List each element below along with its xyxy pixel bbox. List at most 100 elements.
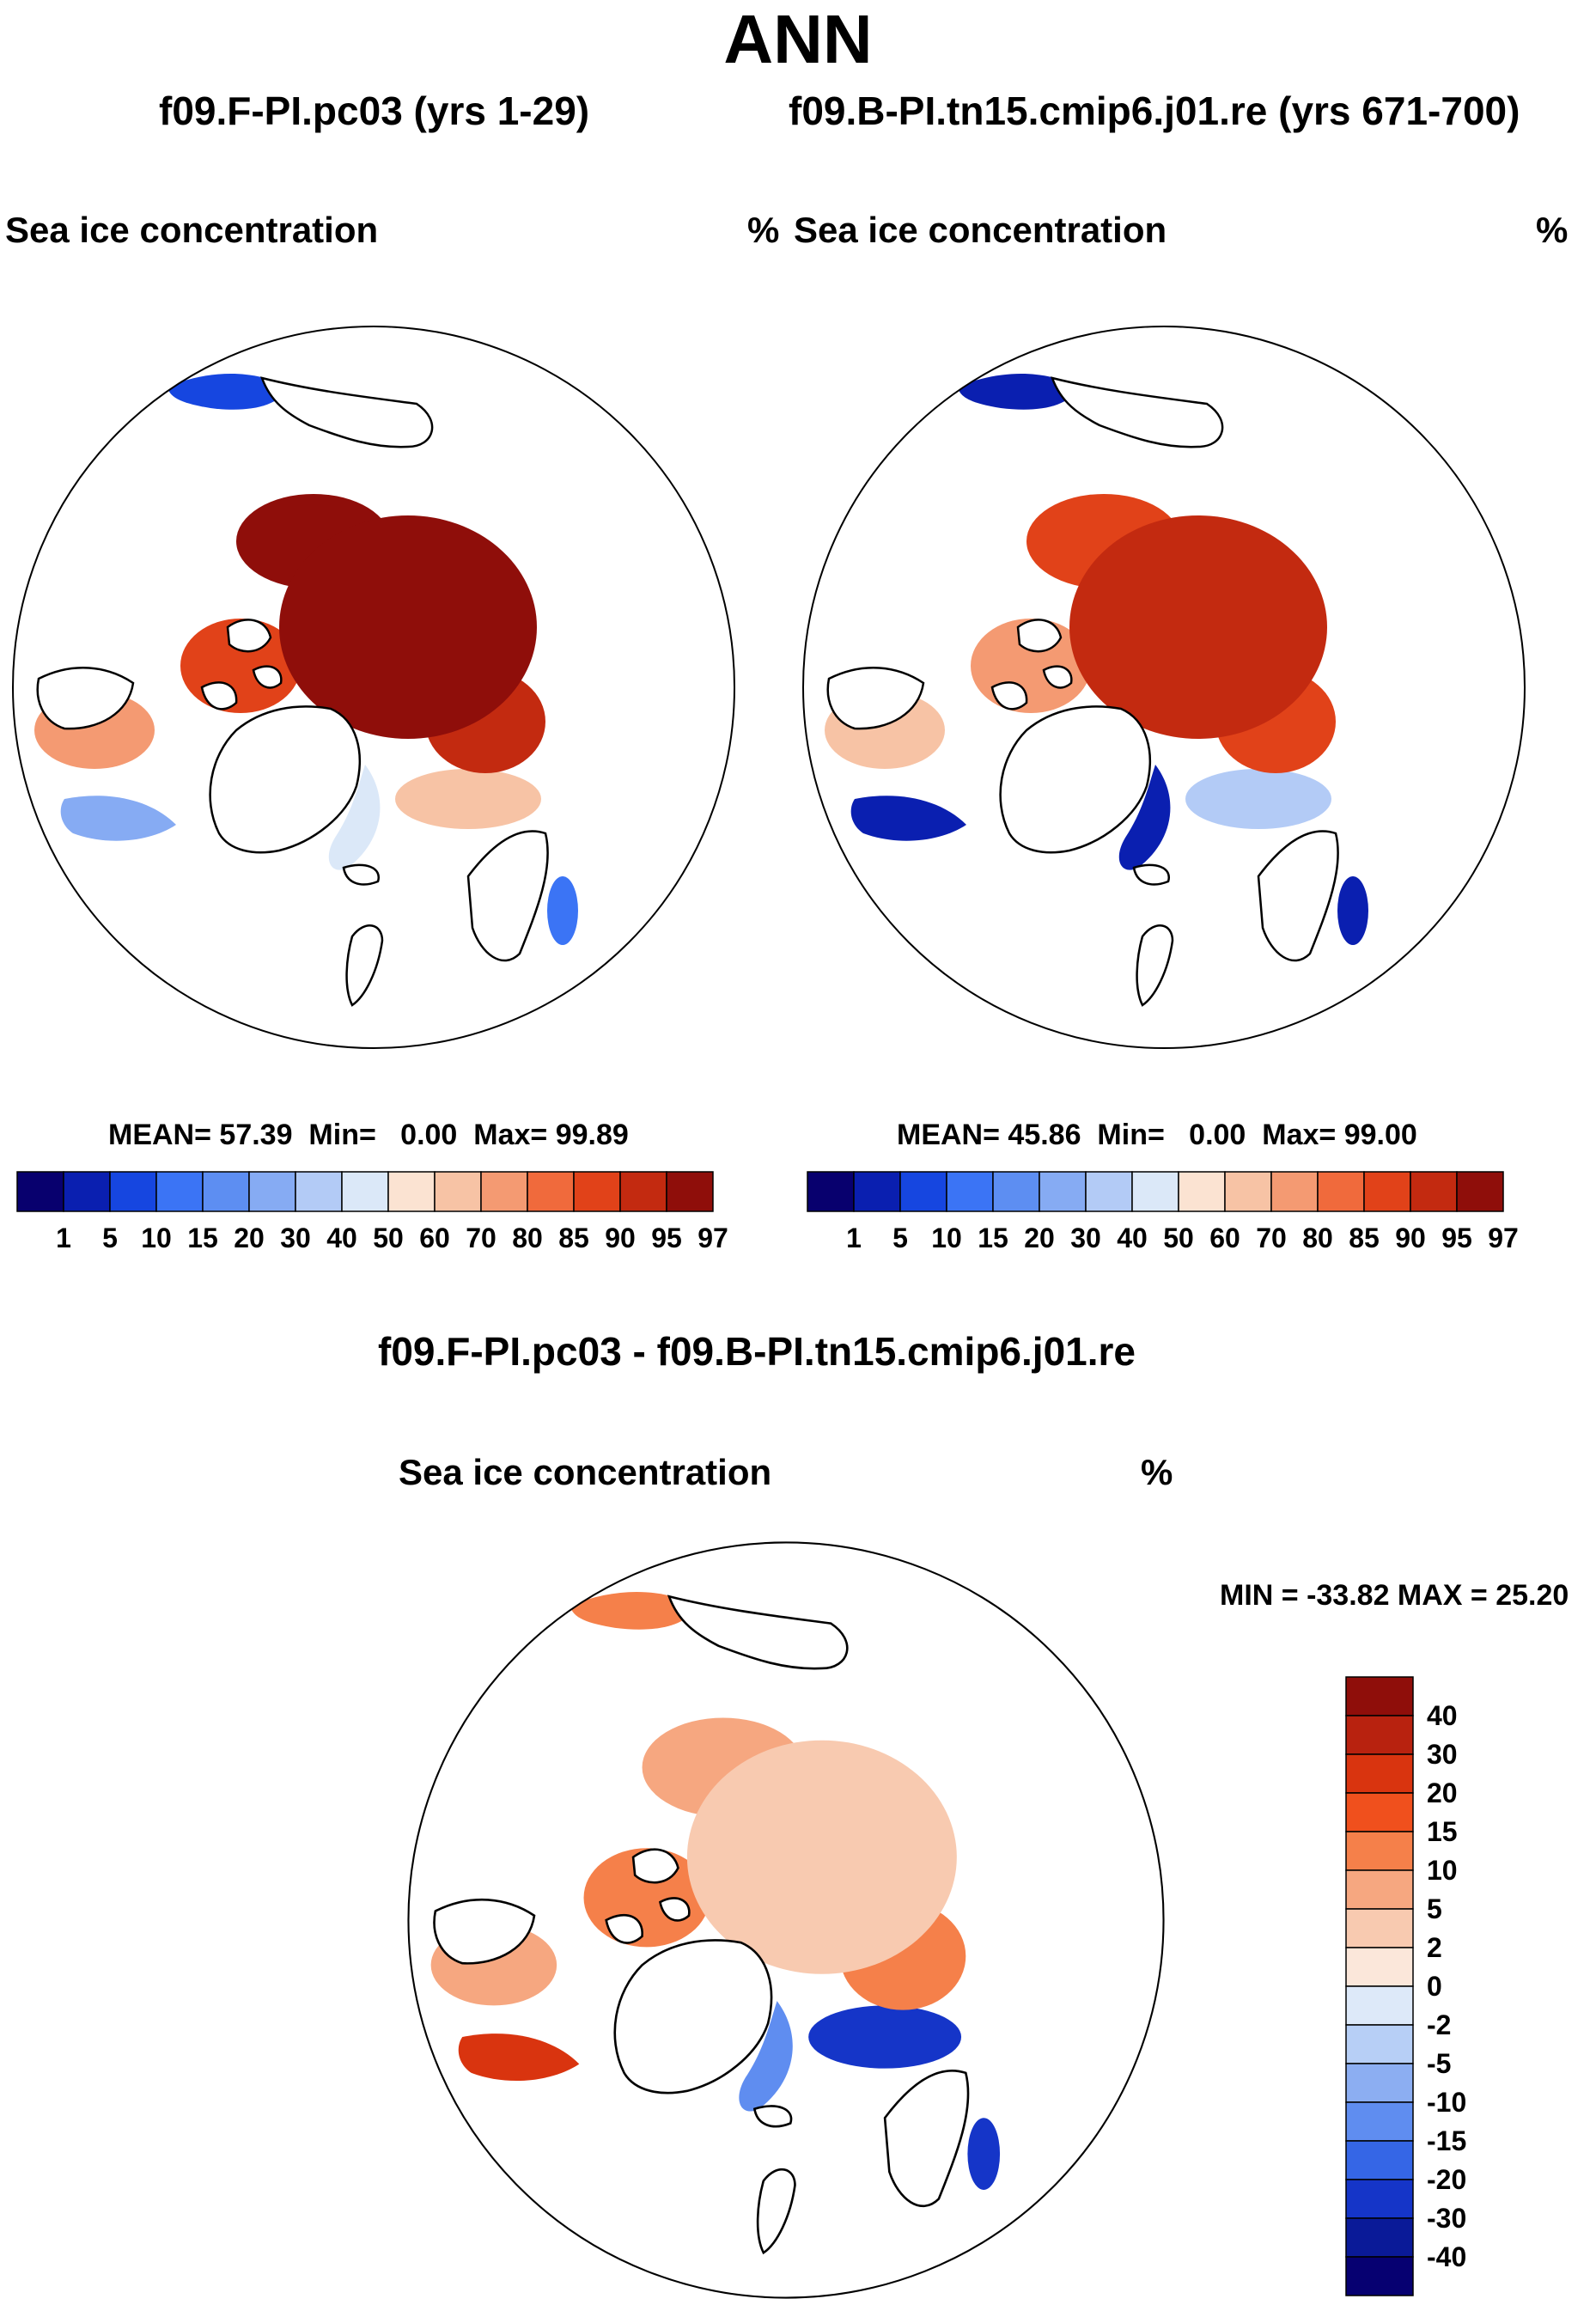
colorbar-tick-label: 70 bbox=[1256, 1223, 1287, 1253]
region-labrador bbox=[60, 796, 177, 841]
colorbar-swatch bbox=[155, 1171, 204, 1212]
diff-map bbox=[407, 1541, 1165, 2299]
colorbar-swatch bbox=[527, 1171, 575, 1212]
colorbar-swatch bbox=[109, 1171, 157, 1212]
colorbar-tick-label: 40 bbox=[326, 1223, 357, 1253]
colorbar-swatch bbox=[480, 1171, 528, 1212]
colorbar-tick-label: 30 bbox=[280, 1223, 311, 1253]
diff-title: f09.F-PI.pc03 - f09.B-PI.tn15.cmip6.j01.… bbox=[378, 1329, 1136, 1374]
colorbar-tick-label: 5 bbox=[892, 1223, 908, 1253]
panel-2-mean: 45.86 bbox=[1008, 1119, 1081, 1151]
region-bering-okhotsk bbox=[168, 374, 288, 410]
colorbar-tick-label: 90 bbox=[1395, 1223, 1426, 1253]
panel-1-min: 0.00 bbox=[400, 1119, 458, 1151]
diff-colorbar-tick-label: 2 bbox=[1427, 1932, 1442, 1963]
diff-colorbar-swatch bbox=[1345, 1908, 1414, 1948]
diff-colorbar-tick-label: 5 bbox=[1427, 1893, 1442, 1924]
land-uk bbox=[1136, 924, 1174, 1007]
land-alaska bbox=[433, 1898, 536, 1965]
region-central-arctic bbox=[279, 515, 537, 739]
land-iceland bbox=[1132, 863, 1171, 886]
colorbar-tick-label: 50 bbox=[373, 1223, 404, 1253]
land-arch2 bbox=[605, 1913, 643, 1944]
colorbar-tick-label: 97 bbox=[1488, 1223, 1519, 1253]
land-arch2 bbox=[200, 681, 238, 710]
panel-1-mean-label: MEAN= bbox=[108, 1119, 211, 1151]
diff-colorbar-swatch bbox=[1345, 2063, 1414, 2103]
panel-1-units: % bbox=[747, 210, 780, 250]
panel-2-stats: MEAN= 45.86 Min= 0.00 Max= 99.00 bbox=[897, 1119, 1417, 1152]
colorbar-swatch bbox=[1456, 1171, 1504, 1212]
colorbar-swatch bbox=[341, 1171, 389, 1212]
land-siberia-coast bbox=[1051, 376, 1224, 448]
map-field bbox=[408, 1542, 1164, 2298]
diff-colorbar-swatch bbox=[1345, 2179, 1414, 2219]
colorbar-swatch bbox=[1039, 1171, 1087, 1212]
land-iceland bbox=[752, 2105, 793, 2128]
panel-2-min-label: Min= bbox=[1097, 1119, 1165, 1151]
colorbar-tick-label: 80 bbox=[1302, 1223, 1333, 1253]
colorbar-swatch bbox=[807, 1171, 855, 1212]
region-baltic bbox=[967, 2118, 1001, 2190]
colorbar-swatch bbox=[946, 1171, 994, 1212]
colorbar-tick-label: 20 bbox=[234, 1223, 265, 1253]
panel-1-min-label: Min= bbox=[308, 1119, 376, 1151]
diff-colorbar-tick-label: -5 bbox=[1427, 2048, 1451, 2079]
panel-2-max-label: Max= bbox=[1262, 1119, 1337, 1151]
colorbar-tick-label: 15 bbox=[187, 1223, 218, 1253]
map-field bbox=[13, 326, 734, 1048]
map-field bbox=[803, 326, 1525, 1048]
region-barents bbox=[808, 2005, 962, 2069]
diff-colorbar-swatch bbox=[1345, 2140, 1414, 2180]
diff-colorbar-swatch bbox=[1345, 1947, 1414, 1987]
colorbar-tick-label: 30 bbox=[1070, 1223, 1101, 1253]
panel-1-stats: MEAN= 57.39 Min= 0.00 Max= 99.89 bbox=[108, 1119, 629, 1152]
colorbar-tick-label: 70 bbox=[466, 1223, 496, 1253]
panel-1-variable: Sea ice concentration bbox=[5, 210, 379, 250]
diff-units: % bbox=[1141, 1452, 1173, 1492]
land-arch2 bbox=[990, 681, 1028, 710]
colorbar-swatch bbox=[1410, 1171, 1458, 1212]
region-greenland-east bbox=[328, 765, 381, 870]
panel-2-colorbar: 1 5 10 15 20 30 40 50 60 70 80 85 90 95 97 bbox=[807, 1171, 1519, 1253]
colorbar-swatch bbox=[16, 1171, 64, 1212]
diff-colorbar-swatch bbox=[1345, 1869, 1414, 1910]
colorbar-swatch bbox=[1270, 1171, 1319, 1212]
colorbar-swatch bbox=[619, 1171, 667, 1212]
map-border bbox=[12, 326, 735, 1049]
land-scandinavia bbox=[1257, 830, 1339, 962]
panel-2-mean-label: MEAN= bbox=[897, 1119, 1000, 1151]
land-arch1 bbox=[631, 1848, 679, 1884]
map-border bbox=[802, 326, 1526, 1049]
panel-2-variable: Sea ice concentration bbox=[794, 210, 1167, 250]
colorbar-swatch bbox=[1317, 1171, 1365, 1212]
diff-colorbar-swatch bbox=[1345, 1715, 1414, 1755]
diff-colorbar-tick-label: -15 bbox=[1427, 2125, 1466, 2156]
colorbar-swatch bbox=[387, 1171, 436, 1212]
diff-colorbar-swatch bbox=[1345, 2024, 1414, 2064]
land-greenland bbox=[209, 705, 361, 854]
colorbar-tick-label: 60 bbox=[1209, 1223, 1240, 1253]
land-siberia-coast bbox=[667, 1595, 849, 1670]
panel-1-max-label: Max= bbox=[473, 1119, 548, 1151]
colorbar-swatch bbox=[899, 1171, 947, 1212]
colorbar-swatch bbox=[666, 1171, 714, 1212]
panel-2-map bbox=[802, 326, 1526, 1049]
land-arch3 bbox=[252, 665, 283, 689]
diff-colorbar-swatch bbox=[1345, 1792, 1414, 1832]
panel-1-mean: 57.39 bbox=[219, 1119, 293, 1151]
region-barents bbox=[395, 769, 541, 829]
land-arch1 bbox=[1016, 619, 1063, 653]
colorbar-swatch bbox=[63, 1171, 111, 1212]
panel-1-case-title: f09.F-PI.pc03 (yrs 1-29) bbox=[159, 88, 590, 133]
colorbar-tick-label: 97 bbox=[697, 1223, 728, 1253]
colorbar-swatch bbox=[1178, 1171, 1226, 1212]
land-greenland bbox=[613, 1939, 773, 2095]
colorbar-tick-label: 10 bbox=[141, 1223, 172, 1253]
region-bering-okhotsk bbox=[570, 1592, 697, 1630]
region-central-arctic bbox=[686, 1740, 957, 1974]
diff-colorbar-swatch bbox=[1345, 1985, 1414, 2026]
colorbar-swatch bbox=[295, 1171, 343, 1212]
land-iceland bbox=[342, 863, 381, 886]
colorbar-tick-label: 60 bbox=[419, 1223, 450, 1253]
